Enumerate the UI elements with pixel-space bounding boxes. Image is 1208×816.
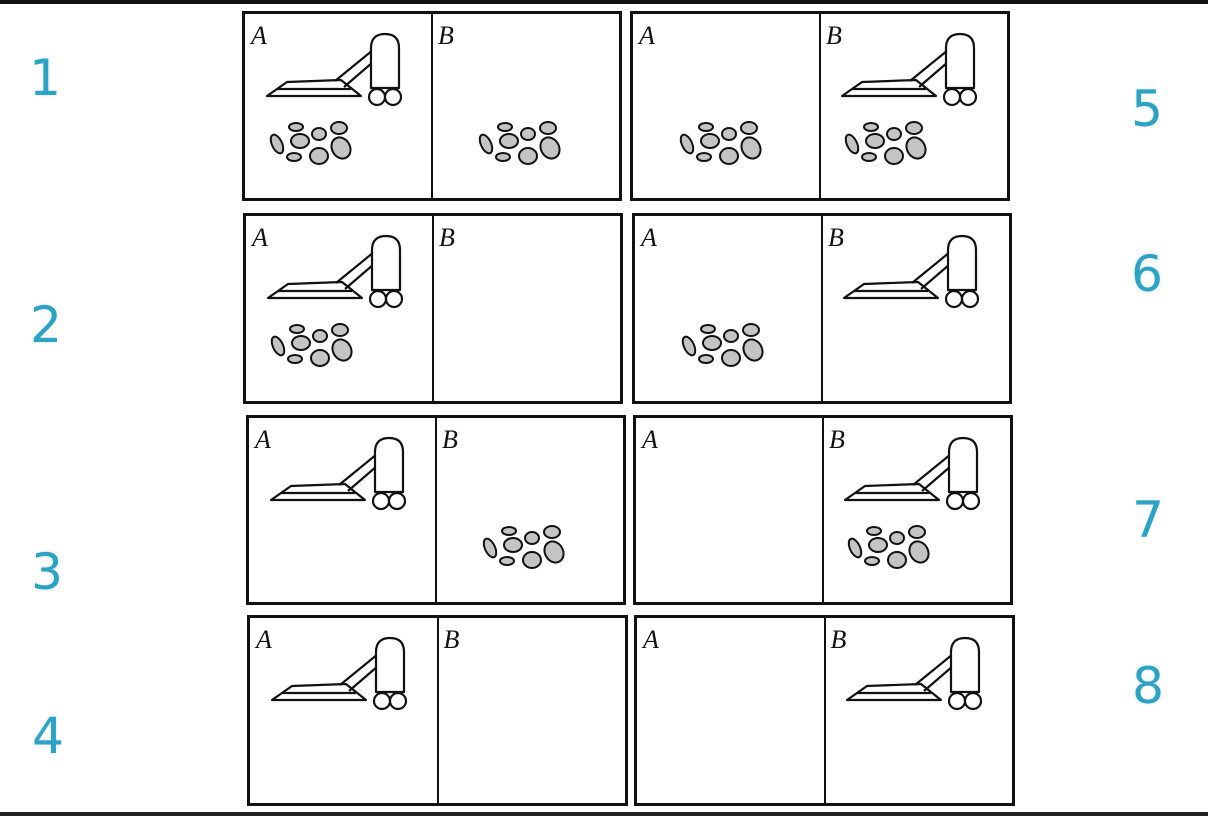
state-number-2: 2	[30, 296, 62, 354]
room-label-a: A	[251, 21, 267, 50]
vacuum-cleaner-icon	[269, 434, 409, 519]
room-divider	[436, 618, 439, 803]
dirt-pile-icon	[844, 118, 928, 173]
room-label-a: A	[641, 223, 657, 252]
room-divider	[432, 216, 434, 401]
vacuum-cleaner-icon	[266, 232, 406, 317]
room-divider	[435, 418, 437, 602]
room-label-b: B	[442, 425, 458, 454]
room-divider	[823, 618, 826, 803]
room-divider	[431, 14, 433, 198]
vacuum-cleaner-icon	[842, 232, 982, 317]
room-label-a: A	[255, 425, 271, 454]
vacuum-cleaner-icon	[843, 434, 983, 519]
dirt-pile-icon	[847, 522, 931, 577]
dirt-pile-icon	[482, 522, 566, 577]
room-label-b: B	[826, 21, 842, 50]
dirt-pile-icon	[270, 320, 354, 375]
state-number-1: 1	[29, 49, 61, 107]
dirt-pile-icon	[681, 320, 765, 375]
room-label-a: A	[642, 425, 658, 454]
room-label-a: A	[256, 625, 272, 654]
room-label-b: B	[828, 223, 844, 252]
room-label-b: B	[439, 223, 455, 252]
state-number-4: 4	[32, 707, 64, 765]
room-label-b: B	[830, 625, 847, 654]
state-number-3: 3	[31, 543, 63, 601]
dirt-pile-icon	[679, 118, 763, 173]
room-label-a: A	[639, 21, 655, 50]
room-label-a: A	[643, 625, 659, 654]
vacuum-cleaner-icon	[270, 634, 410, 719]
room-divider	[822, 418, 824, 602]
state-number-6: 6	[1131, 245, 1163, 303]
room-label-b: B	[443, 625, 460, 654]
vacuum-cleaner-icon	[840, 30, 980, 115]
room-divider	[821, 216, 823, 401]
dirt-pile-icon	[269, 118, 353, 173]
bottom-border	[0, 812, 1208, 816]
room-label-b: B	[438, 21, 454, 50]
room-label-a: A	[252, 223, 268, 252]
vacuum-cleaner-icon	[845, 634, 985, 719]
room-divider	[819, 14, 821, 198]
state-number-7: 7	[1132, 491, 1164, 549]
room-label-b: B	[829, 425, 845, 454]
top-border	[0, 0, 1208, 4]
dirt-pile-icon	[478, 118, 562, 173]
vacuum-cleaner-icon	[265, 30, 405, 115]
state-number-5: 5	[1131, 80, 1163, 138]
state-number-8: 8	[1132, 657, 1164, 715]
